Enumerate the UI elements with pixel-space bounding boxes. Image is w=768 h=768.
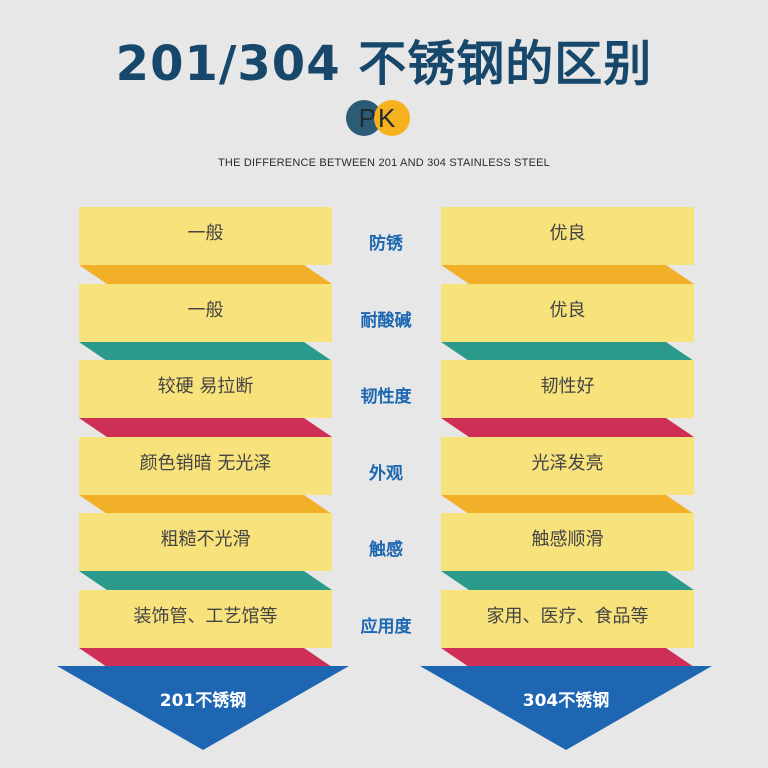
right-fold bbox=[441, 648, 694, 667]
left-cell: 一般 bbox=[79, 207, 332, 265]
left-cell: 一般 bbox=[79, 284, 332, 342]
right-fold bbox=[441, 265, 694, 284]
left-cell: 颜色销暗 无光泽 bbox=[79, 437, 332, 495]
right-cell: 优良 bbox=[441, 284, 694, 342]
pk-circle-orange bbox=[374, 100, 410, 136]
right-cell: 光泽发亮 bbox=[441, 437, 694, 495]
right-cell: 韧性好 bbox=[441, 360, 694, 418]
pk-label: PK bbox=[358, 103, 398, 133]
category-label: 应用度 bbox=[360, 617, 412, 637]
left-cell: 粗糙不光滑 bbox=[79, 513, 332, 571]
right-fold bbox=[441, 495, 694, 514]
left-fold bbox=[79, 571, 332, 590]
left-cell: 装饰管、工艺馆等 bbox=[79, 590, 332, 648]
left-fold bbox=[79, 265, 332, 284]
subtitle: THE DIFFERENCE BETWEEN 201 AND 304 STAIN… bbox=[218, 157, 550, 169]
left-cell: 较硬 易拉断 bbox=[79, 360, 332, 418]
category-label: 防锈 bbox=[369, 234, 403, 254]
arrow-left bbox=[57, 666, 349, 750]
arrow-label-201: 201不锈钢 bbox=[159, 691, 247, 711]
category-label: 耐酸碱 bbox=[360, 311, 412, 331]
left-fold bbox=[79, 495, 332, 514]
category-label: 触感 bbox=[369, 540, 403, 560]
pk-badge: PK bbox=[346, 100, 414, 138]
page-title: 201/304 不锈钢的区别 bbox=[115, 36, 653, 92]
right-fold bbox=[441, 418, 694, 437]
arrow-right bbox=[420, 666, 712, 750]
category-label: 韧性度 bbox=[360, 387, 412, 407]
left-fold bbox=[79, 342, 332, 361]
right-cell: 优良 bbox=[441, 207, 694, 265]
left-fold bbox=[79, 418, 332, 437]
left-fold bbox=[79, 648, 332, 667]
right-cell: 触感顺滑 bbox=[441, 513, 694, 571]
category-label: 外观 bbox=[369, 464, 403, 484]
right-fold bbox=[441, 342, 694, 361]
right-fold bbox=[441, 571, 694, 590]
arrow-label-304: 304不锈钢 bbox=[522, 691, 610, 711]
right-cell: 家用、医疗、食品等 bbox=[441, 590, 694, 648]
